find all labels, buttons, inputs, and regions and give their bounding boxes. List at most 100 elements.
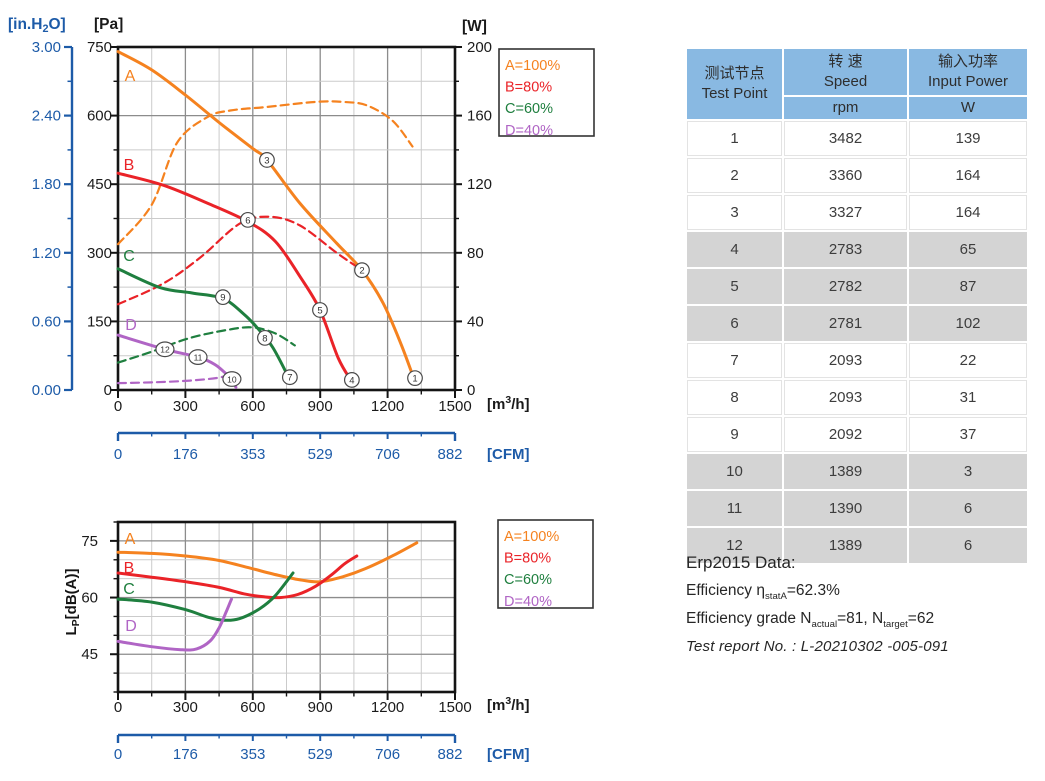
cfm-tick-label: 353 — [240, 446, 265, 463]
x-tick-label: 1500 — [438, 398, 471, 415]
svg-text:2: 2 — [359, 266, 364, 277]
cfm-tick-label: 0 — [114, 446, 122, 463]
curve-label-D: D — [125, 618, 137, 635]
power-curve-D — [116, 374, 237, 385]
table-row: 5 2782 87 — [685, 267, 1029, 307]
legend-entry-B: B=80% — [505, 80, 552, 96]
speed-cell: 3482 — [782, 119, 909, 159]
cfm-tick-label: 353 — [240, 746, 265, 763]
inh2o-tick-label: 1.20 — [32, 245, 61, 262]
pa-tick-label: 0 — [104, 382, 112, 399]
test-point-marker-6: 6 — [239, 211, 256, 228]
test-point-table-wrap: 测试节点 Test Point 转 速 Speed 输入功率 Input Power … — [685, 46, 1029, 566]
x-tick-label: 0 — [114, 398, 122, 415]
cfm-axis-unit: [CFM] — [487, 746, 529, 763]
header-speed: 转 速 Speed — [782, 47, 909, 97]
power-cell: 164 — [907, 156, 1029, 196]
pressure-power-chart: 75060045030015003.002.401.801.200.600.00… — [8, 16, 595, 463]
pa-axis-unit: [Pa] — [94, 16, 123, 33]
erp-efficiency: Efficiency ηstatA=62.3% — [686, 582, 840, 603]
erp-efficiency-grade: Efficiency grade Nactual=81, Ntarget=62 — [686, 610, 935, 631]
power-curve-A — [116, 100, 414, 246]
speed-cell: 2783 — [782, 230, 909, 270]
test-point-marker-8: 8 — [257, 329, 273, 346]
noise-curve-B — [116, 554, 359, 600]
speed-cell: 3327 — [782, 193, 909, 233]
test-point-cell: 6 — [685, 304, 784, 344]
speed-cell: 2092 — [782, 415, 909, 455]
inh2o-tick-label: 0.60 — [32, 313, 61, 330]
curve-label-C: C — [123, 248, 135, 265]
curve-label-A: A — [125, 68, 136, 85]
test-point-cell: 1 — [685, 119, 784, 159]
inh2o-tick-label: 3.00 — [32, 39, 61, 56]
test-point-marker-9: 9 — [215, 289, 231, 306]
w-tick-label: 200 — [467, 39, 492, 56]
power-cell: 6 — [907, 526, 1029, 566]
inh2o-axis-unit: [in.H2O] — [8, 16, 66, 35]
svg-text:4: 4 — [349, 375, 354, 386]
cfm-tick-label: 882 — [437, 446, 462, 463]
curve-label-A: A — [125, 531, 136, 548]
test-point-marker-2: 2 — [354, 262, 370, 279]
table-row: 4 2783 65 — [685, 230, 1029, 270]
y-axis-title: LP[dB(A)] — [63, 568, 82, 635]
power-cell: 65 — [907, 230, 1029, 270]
x-axis-unit: [m3/h] — [487, 394, 530, 413]
speed-cell: 2093 — [782, 378, 909, 418]
table-row: 11 1390 6 — [685, 489, 1029, 529]
test-point-marker-5: 5 — [312, 302, 328, 318]
x-tick-label: 300 — [173, 398, 198, 415]
power-cell: 37 — [907, 415, 1029, 455]
noise-curve-D — [116, 597, 233, 652]
svg-text:10: 10 — [227, 374, 237, 384]
cfm-tick-label: 176 — [173, 446, 198, 463]
power-cell: 3 — [907, 452, 1029, 492]
curve-label-D: D — [125, 317, 137, 334]
cfm-tick-label: 706 — [375, 746, 400, 763]
x-tick-label: 1200 — [371, 398, 404, 415]
test-point-cell: 10 — [685, 452, 784, 492]
w-tick-label: 0 — [467, 382, 475, 399]
test-point-table: 测试节点 Test Point 转 速 Speed 输入功率 Input Power … — [685, 46, 1029, 566]
test-point-cell: 9 — [685, 415, 784, 455]
test-point-marker-4: 4 — [343, 372, 360, 388]
pressure-curve-D — [116, 333, 238, 389]
power-cell: 31 — [907, 378, 1029, 418]
svg-text:7: 7 — [287, 373, 292, 384]
erp-report-number: Test report No. : L-20210302 -005-091 — [686, 638, 949, 656]
speed-cell: 1389 — [782, 526, 909, 566]
legend-entry-D: D=40% — [504, 594, 552, 610]
w-tick-label: 160 — [467, 108, 492, 125]
erp-data-block: Erp2015 Data: Efficiency ηstatA=62.3% Ef… — [686, 553, 1036, 655]
legend-entry-C: C=60% — [504, 572, 552, 588]
header-w-unit: W — [907, 94, 1029, 122]
test-point-marker-11: 11 — [188, 349, 208, 365]
table-row: 10 1389 3 — [685, 452, 1029, 492]
x-tick-label: 0 — [114, 699, 122, 716]
noise-chart: 75 60 45 LP[dB(A)] 0 300 600 900 1200 1500 [m3/h] 0… — [63, 519, 594, 763]
pa-tick-label: 750 — [87, 39, 112, 56]
w-tick-label: 120 — [467, 176, 492, 193]
x-tick-label: 1200 — [371, 699, 404, 716]
db-tick-label: 60 — [81, 590, 98, 607]
table-row: 1 3482 139 — [685, 119, 1029, 159]
x-tick-label: 900 — [308, 398, 333, 415]
cfm-tick-label: 882 — [437, 746, 462, 763]
table-row: 9 2092 37 — [685, 415, 1029, 455]
power-cell: 22 — [907, 341, 1029, 381]
svg-text:8: 8 — [262, 333, 267, 344]
table-row: 2 3360 164 — [685, 156, 1029, 196]
test-point-marker-3: 3 — [259, 152, 275, 168]
inh2o-tick-label: 1.80 — [32, 176, 61, 193]
test-point-marker-7: 7 — [281, 369, 298, 386]
power-cell: 6 — [907, 489, 1029, 529]
power-cell: 139 — [907, 119, 1029, 159]
test-point-cell: 7 — [685, 341, 784, 381]
x-axis-unit: [m3/h] — [487, 695, 530, 714]
test-point-cell: 5 — [685, 267, 784, 307]
svg-text:5: 5 — [317, 305, 322, 316]
svg-text:3: 3 — [264, 155, 269, 166]
test-point-marker-1: 1 — [407, 370, 423, 387]
test-point-marker-12: 12 — [155, 341, 175, 358]
